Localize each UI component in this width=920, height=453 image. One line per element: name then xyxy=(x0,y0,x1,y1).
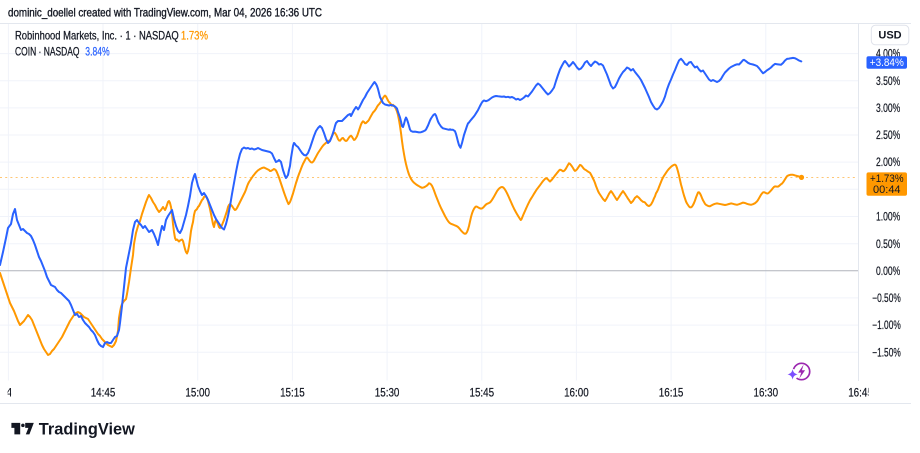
svg-text:+1.73%: +1.73% xyxy=(870,173,904,185)
svg-text:14:45: 14:45 xyxy=(91,388,116,400)
svg-text:0.00%: 0.00% xyxy=(876,266,900,278)
svg-text:USD: USD xyxy=(878,30,901,42)
svg-text:00:44: 00:44 xyxy=(873,184,901,196)
svg-text:4: 4 xyxy=(6,388,13,400)
svg-text:TradingView: TradingView xyxy=(39,420,135,438)
svg-text:3.00%: 3.00% xyxy=(876,103,900,115)
svg-text:2.50%: 2.50% xyxy=(876,130,900,142)
svg-text:−1.00%: −1.00% xyxy=(872,320,901,332)
svg-text:Robinhood Markets, Inc. · 1 ·: Robinhood Markets, Inc. · 1 · NASDAQ xyxy=(15,28,179,42)
svg-text:−1.50%: −1.50% xyxy=(872,347,901,359)
svg-text:16:30: 16:30 xyxy=(754,388,779,400)
svg-text:+3.84%: +3.84% xyxy=(870,57,904,69)
svg-text:16:00: 16:00 xyxy=(564,388,589,400)
svg-text:3.50%: 3.50% xyxy=(876,76,900,88)
svg-text:16:15: 16:15 xyxy=(659,388,684,400)
svg-text:−0.50%: −0.50% xyxy=(872,293,901,305)
svg-text:2.00%: 2.00% xyxy=(876,157,900,169)
svg-text:15:00: 15:00 xyxy=(185,388,210,400)
svg-text:dominic_doellel created with T: dominic_doellel created with TradingView… xyxy=(8,5,322,19)
svg-text:15:30: 15:30 xyxy=(375,388,400,400)
svg-text:1.00%: 1.00% xyxy=(876,212,900,224)
svg-text:15:15: 15:15 xyxy=(280,388,305,400)
svg-text:3.84%: 3.84% xyxy=(85,44,110,58)
svg-text:1.73%: 1.73% xyxy=(181,28,208,42)
svg-text:COIN · NASDAQ: COIN · NASDAQ xyxy=(15,44,80,58)
svg-text:16:45: 16:45 xyxy=(848,388,873,400)
svg-text:15:45: 15:45 xyxy=(470,388,495,400)
svg-text:0.50%: 0.50% xyxy=(876,239,900,251)
